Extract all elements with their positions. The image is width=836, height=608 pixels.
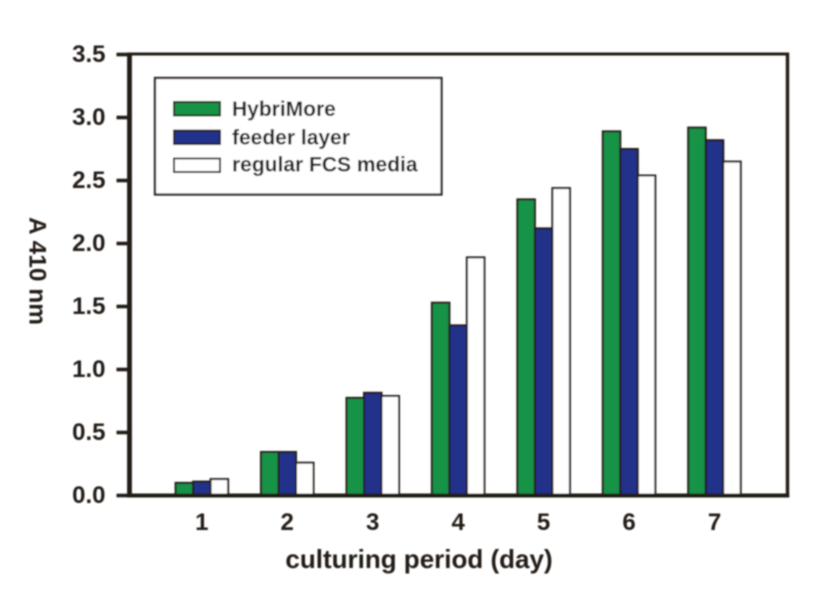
svg-text:1.0: 1.0 xyxy=(72,356,105,383)
svg-text:4: 4 xyxy=(452,509,466,536)
svg-text:feeder layer: feeder layer xyxy=(232,126,350,149)
svg-text:7: 7 xyxy=(708,509,721,536)
svg-text:HybriMore: HybriMore xyxy=(232,98,336,121)
svg-text:2.5: 2.5 xyxy=(72,167,105,194)
svg-text:0.5: 0.5 xyxy=(72,419,105,446)
svg-text:1.5: 1.5 xyxy=(72,293,105,320)
svg-text:5: 5 xyxy=(537,509,550,536)
svg-text:A 410 nm: A 410 nm xyxy=(24,217,51,325)
svg-text:6: 6 xyxy=(622,509,635,536)
svg-text:culturing period (day): culturing period (day) xyxy=(285,544,552,574)
svg-text:3: 3 xyxy=(366,509,379,536)
svg-text:3.0: 3.0 xyxy=(72,104,105,131)
svg-text:2.0: 2.0 xyxy=(72,230,105,257)
svg-text:3.5: 3.5 xyxy=(72,41,105,68)
svg-text:2: 2 xyxy=(281,509,294,536)
svg-text:1: 1 xyxy=(195,509,208,536)
svg-text:regular FCS media: regular FCS media xyxy=(232,154,418,177)
svg-text:0.0: 0.0 xyxy=(72,482,105,509)
